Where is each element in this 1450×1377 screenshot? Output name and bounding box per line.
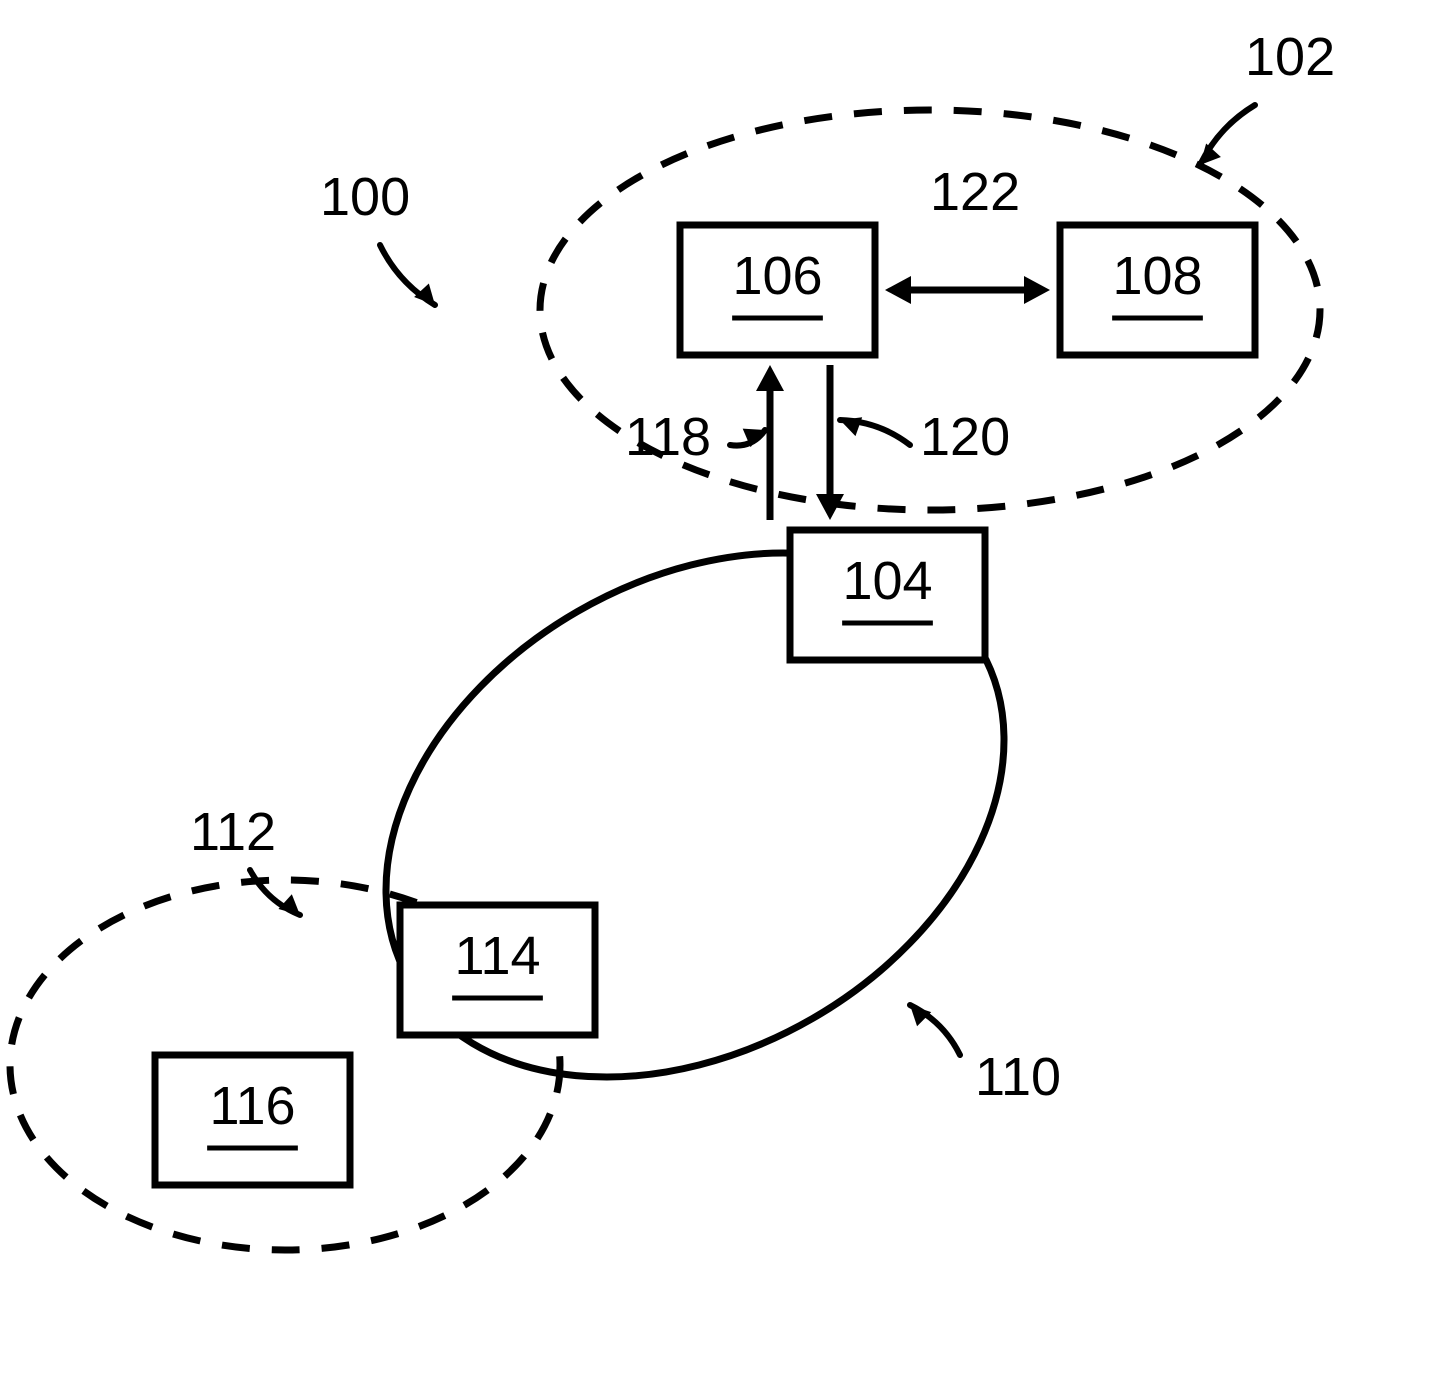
box-104-label: 104 (842, 551, 932, 611)
box-116-label: 116 (209, 1076, 295, 1136)
callout-110: 110 (975, 1047, 1061, 1107)
callout-122: 122 (930, 162, 1020, 222)
box-114-label: 114 (454, 926, 540, 986)
callout-118: 118 (625, 407, 711, 467)
callout-112: 112 (190, 802, 276, 862)
diagram-svg: 106 108 104 114 116 100 102 122 118 120 110 112 (0, 0, 1450, 1377)
box-106-label: 106 (732, 246, 822, 306)
callout-100: 100 (320, 167, 410, 227)
diagram-stage: 106 108 104 114 116 100 102 122 118 120 110 112 (0, 0, 1450, 1377)
callout-102: 102 (1245, 27, 1335, 87)
box-108-label: 108 (1112, 246, 1202, 306)
callout-120: 120 (920, 407, 1010, 467)
